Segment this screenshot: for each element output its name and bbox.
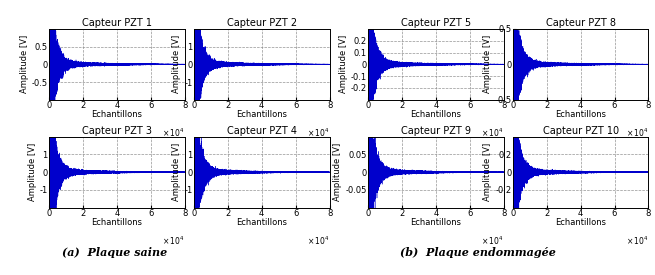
X-axis label: Echantillons: Echantillons bbox=[555, 218, 606, 227]
Title: Capteur PZT 2: Capteur PZT 2 bbox=[227, 18, 297, 28]
X-axis label: Echantillons: Echantillons bbox=[236, 110, 288, 119]
Text: $\times\,10^4$: $\times\,10^4$ bbox=[481, 235, 504, 247]
Title: Capteur PZT 5: Capteur PZT 5 bbox=[401, 18, 471, 28]
X-axis label: Echantillons: Echantillons bbox=[236, 218, 288, 227]
Text: $\times\,10^4$: $\times\,10^4$ bbox=[626, 235, 648, 247]
Y-axis label: Amplitude [V]: Amplitude [V] bbox=[28, 143, 37, 201]
Title: Capteur PZT 4: Capteur PZT 4 bbox=[227, 126, 297, 136]
Text: $\times\,10^4$: $\times\,10^4$ bbox=[307, 127, 329, 139]
Title: Capteur PZT 3: Capteur PZT 3 bbox=[82, 126, 152, 136]
Title: Capteur PZT 10: Capteur PZT 10 bbox=[542, 126, 619, 136]
Title: Capteur PZT 1: Capteur PZT 1 bbox=[82, 18, 152, 28]
Text: $\times\,10^4$: $\times\,10^4$ bbox=[162, 235, 185, 247]
X-axis label: Echantillons: Echantillons bbox=[410, 218, 461, 227]
Text: $\times\,10^4$: $\times\,10^4$ bbox=[307, 235, 329, 247]
Y-axis label: Amplitude [V]: Amplitude [V] bbox=[20, 35, 29, 94]
Y-axis label: Amplitude [V]: Amplitude [V] bbox=[339, 35, 348, 94]
Y-axis label: Amplitude [V]: Amplitude [V] bbox=[333, 143, 343, 201]
Text: (a)  Plaque saine: (a) Plaque saine bbox=[62, 247, 167, 258]
Y-axis label: Amplitude [V]: Amplitude [V] bbox=[172, 35, 181, 94]
Text: $\times\,10^4$: $\times\,10^4$ bbox=[481, 127, 504, 139]
Title: Capteur PZT 8: Capteur PZT 8 bbox=[546, 18, 616, 28]
X-axis label: Echantillons: Echantillons bbox=[92, 110, 143, 119]
X-axis label: Echantillons: Echantillons bbox=[555, 110, 606, 119]
X-axis label: Echantillons: Echantillons bbox=[92, 218, 143, 227]
X-axis label: Echantillons: Echantillons bbox=[410, 110, 461, 119]
Y-axis label: Amplitude [V]: Amplitude [V] bbox=[172, 143, 181, 201]
Y-axis label: Amplitude [V]: Amplitude [V] bbox=[483, 143, 493, 201]
Text: $\times\,10^4$: $\times\,10^4$ bbox=[626, 127, 648, 139]
Y-axis label: Amplitude [V]: Amplitude [V] bbox=[483, 35, 493, 94]
Text: $\times\,10^4$: $\times\,10^4$ bbox=[162, 127, 185, 139]
Title: Capteur PZT 9: Capteur PZT 9 bbox=[401, 126, 471, 136]
Text: (b)  Plaque endommagée: (b) Plaque endommagée bbox=[400, 247, 556, 258]
